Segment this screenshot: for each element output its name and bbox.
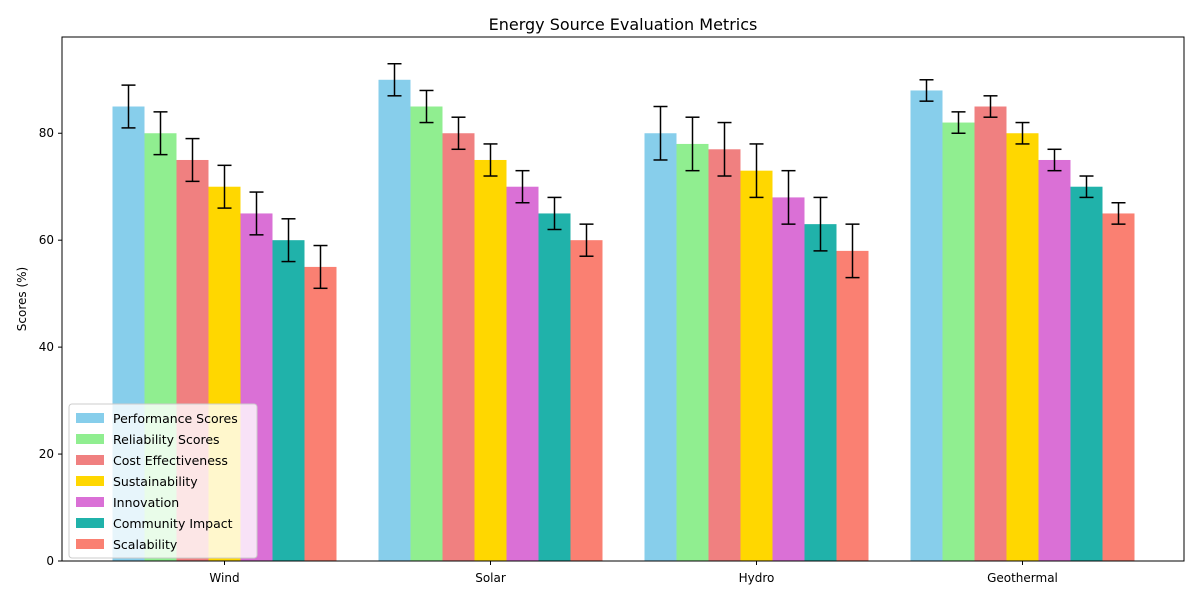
error-bar-community-impact-wind [281,218,296,263]
error-bar-reliability-scores-hydro [685,116,700,172]
legend-swatch [76,539,104,549]
legend-swatch [76,476,104,486]
bar-innovation-solar [506,186,539,561]
error-bar-innovation-geothermal [1047,148,1062,172]
bar-cost-effectiveness-solar [442,133,475,561]
bar-sustainability-geothermal [1006,133,1039,561]
x-tick-label: Hydro [739,571,775,585]
error-bar-performance-scores-geothermal [919,79,934,102]
legend-swatch [76,434,104,444]
x-axis: Wind Solar Hydro Geothermal [209,561,1058,585]
legend-item-cost-effectiveness: Cost Effectiveness [76,453,228,468]
legend-item-sustainability: Sustainability [76,474,198,489]
error-bar-cost-effectiveness-hydro [717,121,732,177]
error-bar-scalability-geothermal [1111,202,1126,225]
bar-reliability-scores-solar [410,106,443,562]
legend-item-reliability-scores: Reliability Scores [76,432,220,447]
y-tick-label: 60 [39,233,54,247]
x-tick-label: Geothermal [987,571,1058,585]
legend: Performance Scores Reliability Scores Cost… [68,403,258,559]
bar-performance-scores-hydro [644,133,677,561]
bar-sustainability-hydro [740,170,773,561]
error-bar-community-impact-solar [547,196,562,231]
bar-innovation-geothermal [1038,159,1071,561]
legend-item-scalability: Scalability [76,537,178,552]
bar-scalability-wind [304,266,337,561]
bar-community-impact-wind [272,240,305,562]
error-bar-community-impact-hydro [813,196,828,252]
legend-label: Sustainability [113,474,198,489]
bar-sustainability-solar [474,159,507,561]
legend-swatch [76,497,104,507]
bar-performance-scores-geothermal [910,90,943,561]
error-bar-cost-effectiveness-solar [451,116,466,151]
error-bar-cost-effectiveness-wind [185,137,200,183]
error-bar-sustainability-solar [483,143,498,177]
error-bars-layer [121,62,1126,290]
bar-reliability-scores-hydro [676,143,709,561]
legend-swatch [76,518,104,528]
bar-scalability-geothermal [1102,213,1135,561]
error-bar-reliability-scores-wind [153,111,168,156]
error-bar-scalability-hydro [845,223,860,279]
x-tick-label: Solar [475,571,506,585]
y-axis-label: Scores (%) [15,267,29,331]
chart-title: Energy Source Evaluation Metrics [489,15,758,34]
bars-layer [112,79,1135,562]
y-tick-label: 20 [39,447,54,461]
y-tick-label: 0 [46,554,54,568]
legend-label: Performance Scores [113,411,238,426]
legend-box [68,403,258,559]
legend-swatch [76,455,104,465]
error-bar-sustainability-geothermal [1015,121,1030,145]
error-bar-sustainability-hydro [749,143,764,199]
legend-label: Scalability [113,537,178,552]
error-bar-performance-scores-solar [387,62,402,97]
legend-label: Cost Effectiveness [113,453,228,468]
y-tick-label: 80 [39,126,54,140]
bar-reliability-scores-geothermal [942,122,975,561]
error-bar-scalability-solar [579,223,594,257]
error-bar-community-impact-geothermal [1079,175,1094,199]
legend-item-performance-scores: Performance Scores [76,411,238,426]
bar-scalability-hydro [836,250,869,561]
bar-cost-effectiveness-hydro [708,149,741,562]
error-bar-performance-scores-hydro [653,105,668,161]
bar-community-impact-solar [538,213,571,561]
error-bar-innovation-wind [249,191,264,236]
bar-scalability-solar [570,240,603,562]
error-bar-reliability-scores-solar [419,89,434,124]
bar-community-impact-geothermal [1070,186,1103,561]
legend-item-community-impact: Community Impact [76,516,233,531]
bar-performance-scores-solar [378,79,411,561]
y-tick-label: 40 [39,340,54,354]
error-bar-scalability-wind [313,244,328,290]
legend-item-innovation: Innovation [76,495,179,510]
legend-label: Innovation [113,495,179,510]
error-bar-cost-effectiveness-geothermal [983,95,998,118]
error-bar-reliability-scores-geothermal [951,111,966,134]
error-bar-performance-scores-wind [121,84,136,129]
error-bar-innovation-hydro [781,169,796,225]
error-bar-innovation-solar [515,169,530,204]
legend-swatch [76,413,104,423]
plot-frame [61,36,1185,562]
x-tick-label: Wind [209,571,239,585]
y-axis: 0 20 40 60 80 [39,126,62,568]
bar-innovation-hydro [772,197,805,562]
bar-community-impact-hydro [804,224,837,561]
legend-label: Community Impact [113,516,233,531]
error-bar-sustainability-wind [217,164,232,209]
legend-label: Reliability Scores [113,432,220,447]
bar-cost-effectiveness-geothermal [974,106,1007,562]
